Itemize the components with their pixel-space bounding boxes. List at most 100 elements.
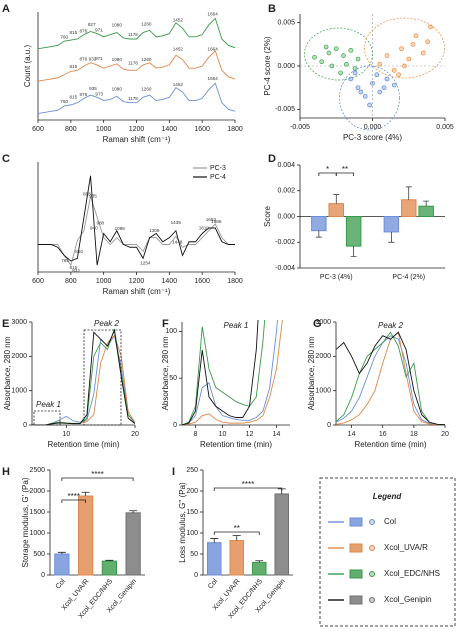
significance-bracket	[213, 487, 283, 491]
peak-label: 832	[72, 268, 80, 273]
x-tick-label: 1600	[194, 126, 210, 133]
x-tick-label: 20	[441, 431, 449, 438]
panel-letter: F	[162, 318, 169, 330]
y-tick-label: 0.005	[277, 20, 295, 27]
point	[323, 44, 329, 50]
significance-bracket	[61, 499, 87, 503]
panel-letter: B	[268, 3, 276, 15]
legend-marker	[369, 597, 375, 603]
peak-label: 815	[69, 94, 77, 99]
legend-marker	[369, 571, 375, 577]
legend-swatch	[349, 543, 363, 553]
point	[402, 63, 407, 69]
x-axis-title: Retention time (min)	[354, 440, 426, 449]
x-tick-label: 1400	[162, 278, 178, 285]
line-series	[182, 320, 259, 425]
peak-label: 973	[95, 92, 103, 97]
peak-label: 876	[79, 92, 87, 97]
x-axis-title: Retention time (min)	[200, 440, 272, 449]
peak-label: 815	[69, 30, 77, 35]
y-axis-title: PC-4 score (2%)	[263, 36, 272, 95]
y-tick-label: 1000	[29, 530, 45, 537]
x-tick-label: 800	[65, 278, 77, 285]
x-tick-label: 1000	[96, 126, 112, 133]
line-series	[182, 320, 283, 425]
x-tick-label: 8	[194, 431, 198, 438]
panel-title: Peak 2	[378, 321, 403, 330]
y-tick-label: 500	[33, 551, 45, 558]
panel-letter: A	[2, 3, 10, 15]
x-tick-label: 1400	[162, 126, 178, 133]
legend-swatch	[349, 595, 363, 605]
point	[391, 82, 397, 88]
x-tick-label: 1600	[194, 278, 210, 285]
error-bar	[315, 230, 322, 238]
peak-label: 898	[83, 192, 91, 197]
bar	[54, 553, 70, 576]
peak-label: 760	[60, 99, 68, 104]
y-tick-label: 50	[190, 551, 198, 558]
peak-label: 935	[89, 193, 97, 198]
y-tick-label: 0	[173, 422, 177, 429]
bar	[328, 203, 344, 217]
line-series	[38, 196, 235, 267]
y-tick-label: 2000	[11, 353, 27, 360]
bar	[383, 216, 400, 233]
error-bar	[210, 538, 219, 543]
bar	[229, 540, 244, 576]
x-tick-label: 1200	[129, 278, 145, 285]
significance-label: ****	[91, 470, 103, 479]
y-tick-label: 0	[194, 572, 198, 579]
x-tick-label: 1800	[227, 126, 243, 133]
peak-label: 1439	[171, 220, 182, 225]
bar	[101, 560, 117, 576]
peak-label: 815	[69, 265, 77, 270]
point	[344, 61, 349, 67]
bar	[401, 199, 417, 217]
x-axis-title: Raman shift (cm⁻¹)	[103, 135, 171, 144]
peak-label: 876	[79, 28, 87, 33]
line-series	[182, 320, 278, 425]
peak-label: 1260	[141, 22, 152, 27]
peak-label: 1664	[208, 11, 219, 16]
y-axis-title: Absorbance, 280 nm	[161, 336, 170, 410]
bar	[125, 512, 141, 576]
axis-line	[31, 322, 135, 426]
y-tick-label: 100	[186, 530, 198, 537]
legend-box	[319, 477, 456, 627]
peak-label: 1178	[128, 32, 138, 37]
point	[413, 33, 419, 39]
peak-label: 760	[60, 34, 68, 39]
annotation: Peak 1	[36, 400, 61, 409]
peak-label: 1260	[141, 57, 152, 62]
peak-label: 1260	[141, 86, 152, 91]
error-bar	[81, 491, 90, 497]
legend-swatch	[349, 569, 363, 579]
x-tick-label: 0.005	[436, 124, 454, 131]
panel-letter: C	[2, 153, 10, 165]
significance-label: ****	[242, 480, 254, 489]
peak-label: 876	[79, 57, 87, 62]
x-tick-label: 14	[348, 431, 356, 438]
x-tick-label: 1800	[227, 278, 243, 285]
y-tick-label: 150	[186, 509, 198, 516]
x-tick-label: 14	[273, 431, 281, 438]
point	[374, 72, 380, 78]
x-axis-title: Raman shift (cm⁻¹)	[103, 287, 171, 296]
legend-swatch	[349, 517, 363, 527]
x-tick-label: 10	[62, 431, 70, 438]
point	[406, 56, 412, 62]
line-series	[336, 335, 445, 425]
x-axis-title: Retention time (min)	[47, 440, 119, 449]
x-tick-label: 10	[219, 431, 227, 438]
x-tick-label: 0.000	[364, 124, 382, 131]
point	[341, 53, 346, 58]
bar	[207, 542, 222, 576]
point	[358, 89, 364, 95]
peak-label: 1080	[112, 57, 123, 62]
significance-label: ****	[68, 492, 80, 501]
y-tick-label: -0.002	[275, 239, 295, 246]
significance-bracket	[335, 172, 355, 176]
y-tick-label: 2000	[315, 353, 331, 360]
y-axis-title: Loss modulus, G'' (Pa)	[178, 482, 187, 563]
